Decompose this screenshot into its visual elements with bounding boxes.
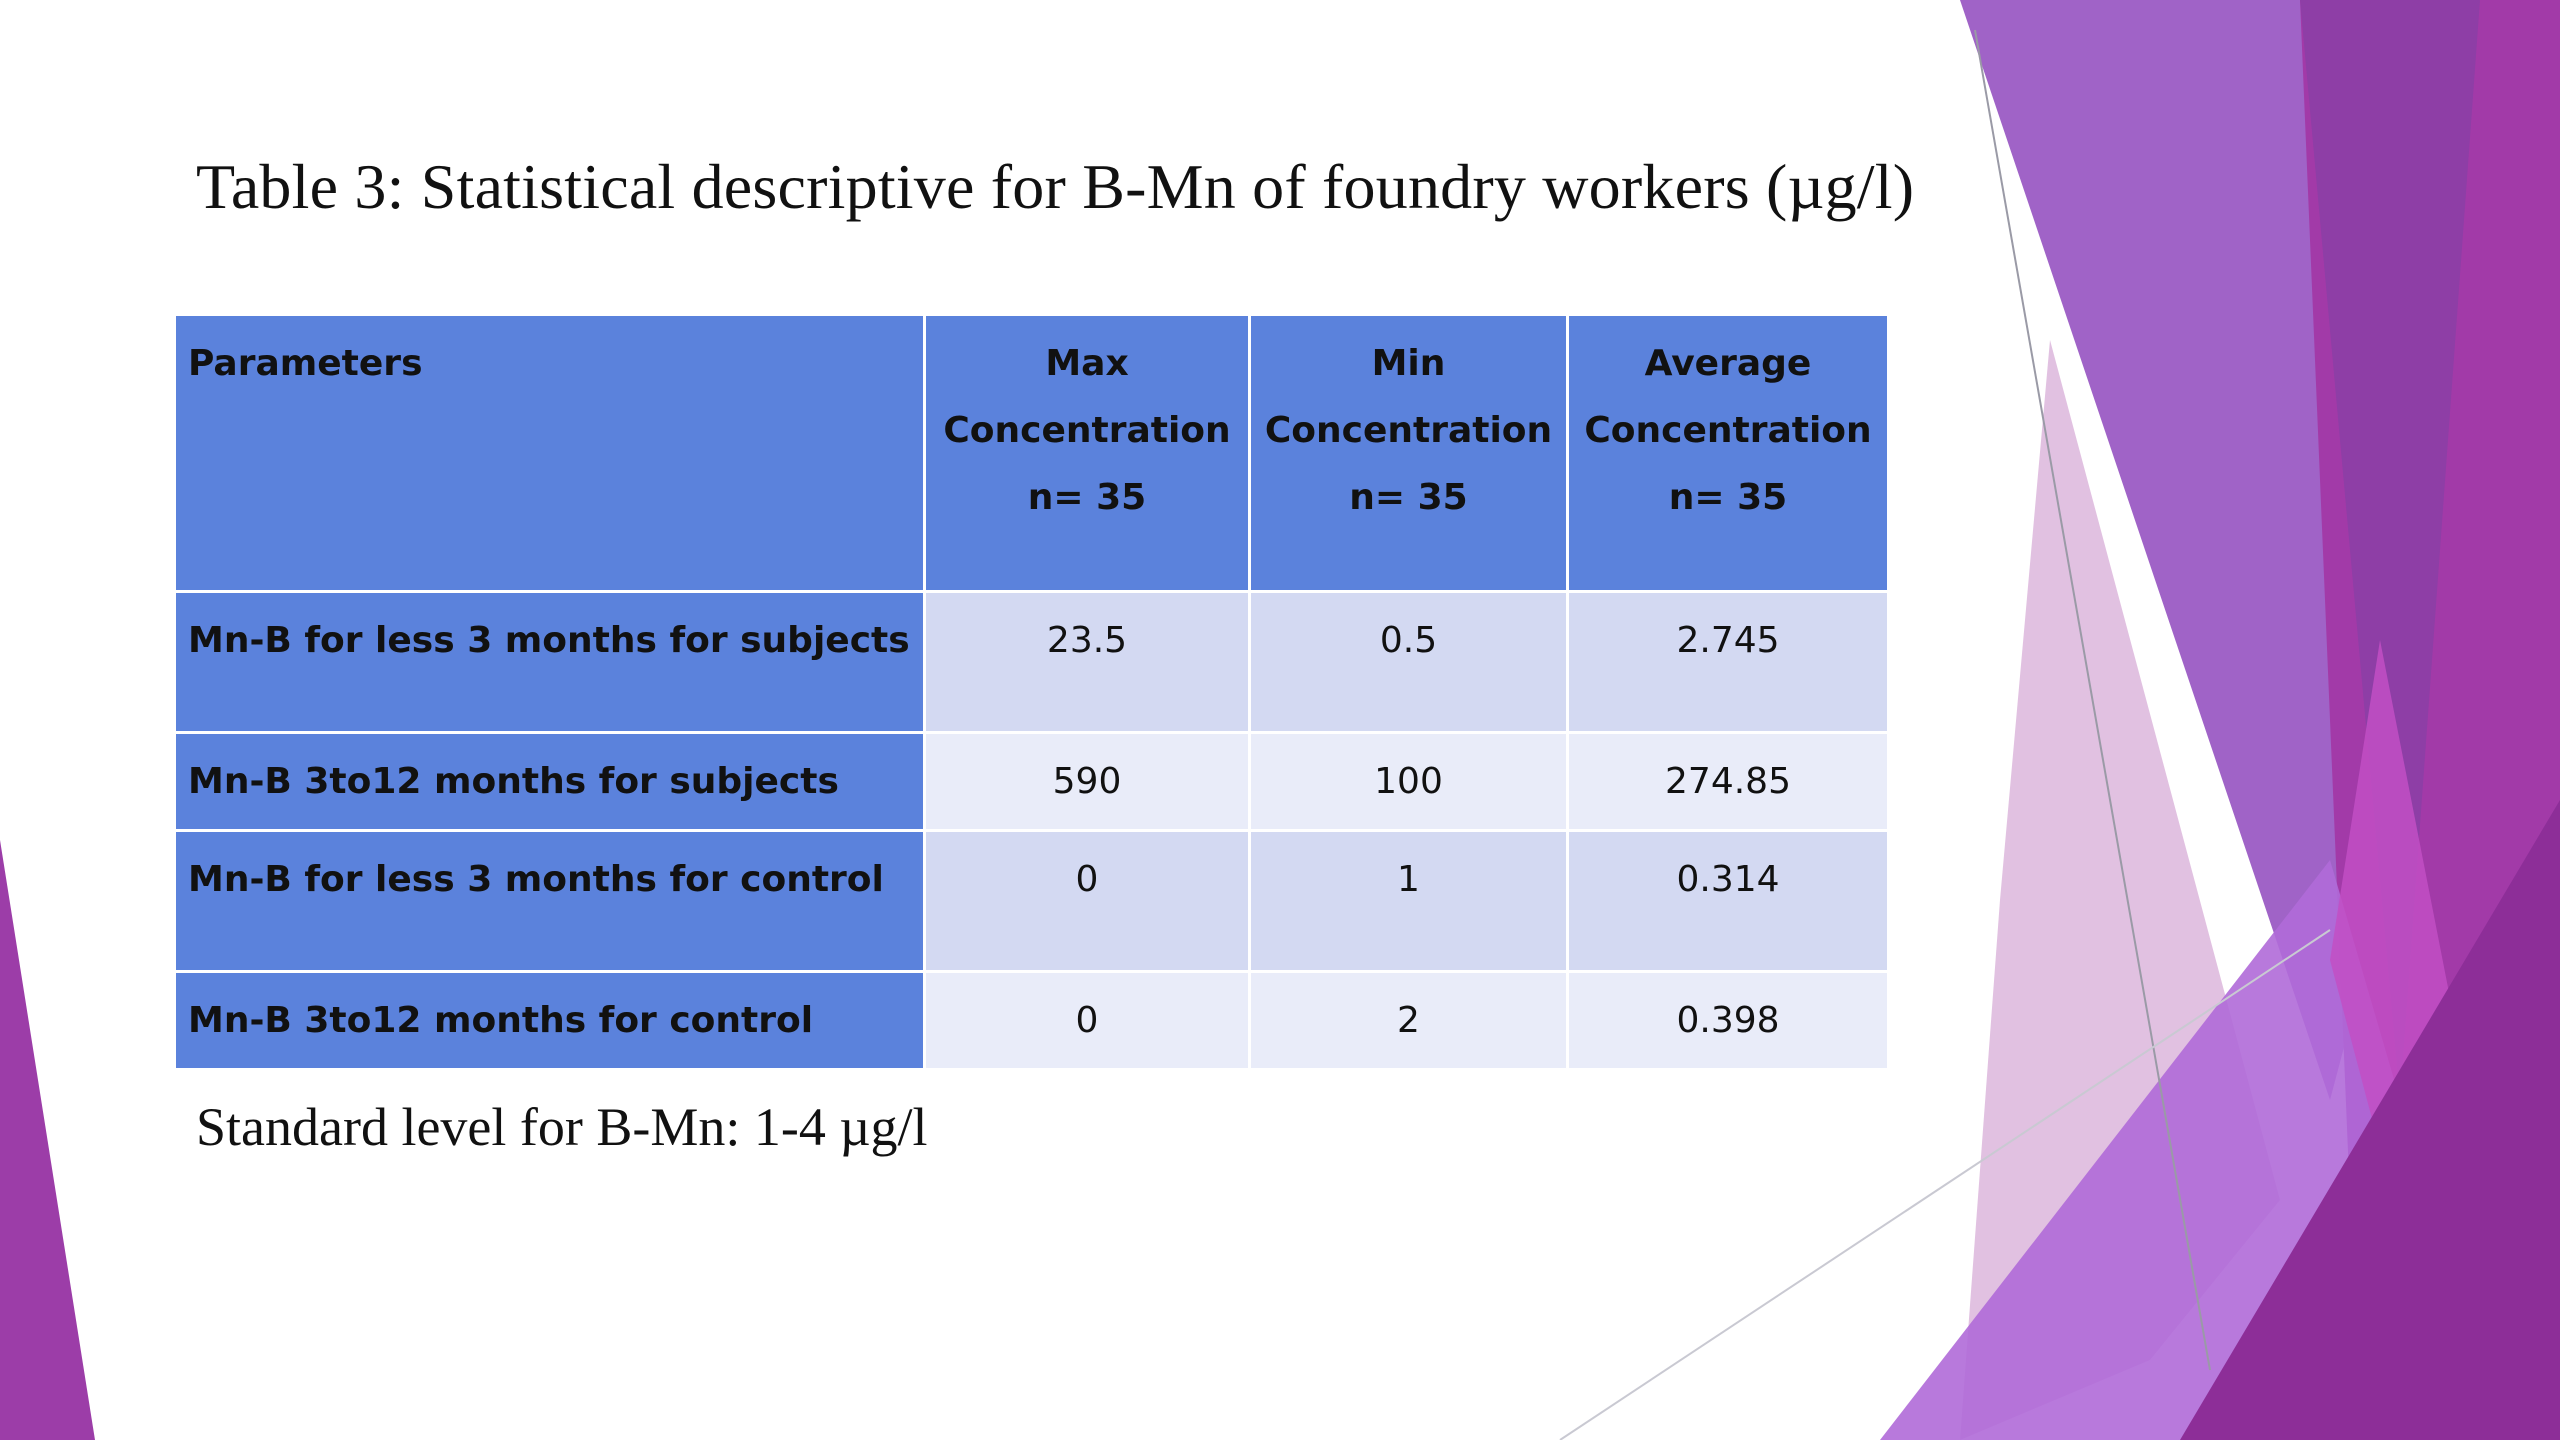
cell-min: 1 [1251, 832, 1569, 973]
statistics-table: Parameters Max Concentration n= 35 Min C… [176, 316, 1890, 1071]
table-row: Mn-B 3to12 months for subjects 590 100 2… [176, 734, 1890, 832]
right-bottom-purple-shape [2180, 800, 2560, 1440]
table-row: Mn-B for less 3 months for subjects 23.5… [176, 593, 1890, 734]
left-purple-shape [0, 840, 95, 1440]
row-parameter: Mn-B 3to12 months for control [176, 973, 926, 1071]
row-parameter: Mn-B for less 3 months for subjects [176, 593, 926, 734]
header-min-concentration: Min Concentration n= 35 [1251, 316, 1569, 593]
cell-max: 0 [926, 832, 1251, 973]
header-average-concentration: Average Concentration n= 35 [1569, 316, 1890, 593]
right-deep-purple-shape [2300, 0, 2480, 1100]
cell-max: 0 [926, 973, 1251, 1071]
cell-max: 23.5 [926, 593, 1251, 734]
row-parameter: Mn-B for less 3 months for control [176, 832, 926, 973]
table-row: Mn-B 3to12 months for control 0 2 0.398 [176, 973, 1890, 1071]
cell-min: 100 [1251, 734, 1569, 832]
cell-min: 0.5 [1251, 593, 1569, 734]
thin-line-1 [1974, 29, 2211, 1371]
table-row: Mn-B for less 3 months for control 0 1 0… [176, 832, 1890, 973]
header-max-concentration: Max Concentration n= 35 [926, 316, 1251, 593]
cell-average: 0.314 [1569, 832, 1890, 973]
cell-average: 274.85 [1569, 734, 1890, 832]
cell-max: 590 [926, 734, 1251, 832]
cell-min: 2 [1251, 973, 1569, 1071]
standard-level-note: Standard level for B-Mn: 1-4 µg/l [196, 1097, 928, 1157]
header-parameters: Parameters [176, 316, 926, 593]
table-header-row: Parameters Max Concentration n= 35 Min C… [176, 316, 1890, 593]
row-parameter: Mn-B 3to12 months for subjects [176, 734, 926, 832]
slide-title: Table 3: Statistical descriptive for B-M… [196, 151, 1915, 222]
cell-average: 0.398 [1569, 973, 1890, 1071]
right-violet-shape [1960, 0, 2420, 1100]
thin-line-2 [1559, 929, 2331, 1440]
cell-average: 2.745 [1569, 593, 1890, 734]
